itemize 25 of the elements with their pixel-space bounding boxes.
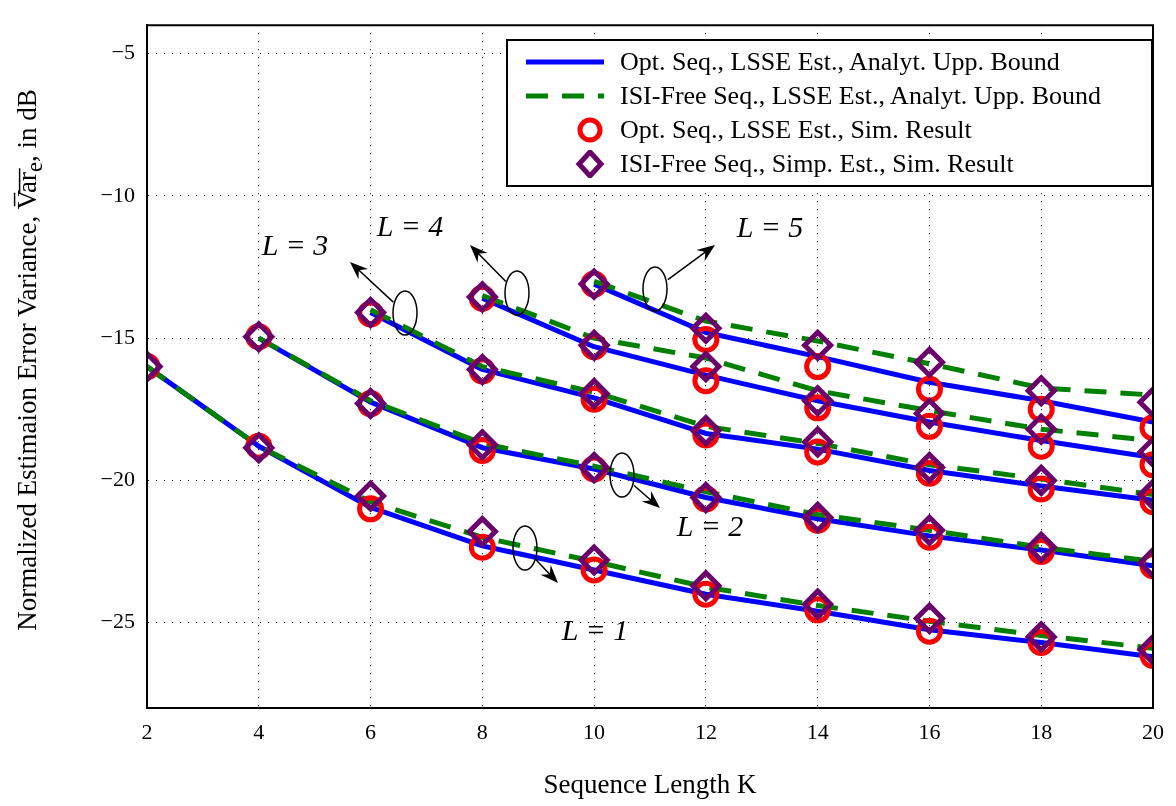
y-tick-label: −10 [100, 181, 135, 207]
x-tick-label: 10 [583, 718, 606, 744]
y-tick-label: −15 [100, 323, 135, 349]
x-tick-label: 20 [1142, 718, 1164, 744]
y-tick-label: −5 [111, 39, 135, 65]
x-tick-label: 6 [365, 718, 377, 744]
legend-label: ISI-Free Seq., Simp. Est., Sim. Result [620, 148, 1014, 181]
x-tick-label: 2 [141, 718, 153, 744]
annotation: L = 2 [675, 508, 744, 542]
annotation: L = 4 [375, 208, 444, 242]
y-tick-label: −20 [100, 466, 135, 492]
x-tick-label: 14 [806, 718, 829, 744]
annotation: L = 1 [560, 612, 629, 646]
legend-label: Opt. Seq., LSSE Est., Analyt. Upp. Bound [620, 46, 1060, 79]
x-tick-label: 8 [476, 718, 488, 744]
x-axis-title: Sequence Length K [543, 768, 757, 799]
x-tick-label: 16 [918, 718, 941, 744]
legend-label: ISI-Free Seq., LSSE Est., Analyt. Upp. Bound [620, 80, 1101, 113]
x-tick-label: 12 [694, 718, 717, 744]
y-tick-label: −25 [100, 608, 135, 634]
annotation: L = 5 [735, 209, 804, 243]
legend-label: Opt. Seq., LSSE Est., Sim. Result [620, 114, 972, 147]
x-tick-label: 18 [1030, 718, 1053, 744]
x-tick-label: 4 [253, 718, 265, 744]
annotation: L = 3 [260, 227, 329, 261]
